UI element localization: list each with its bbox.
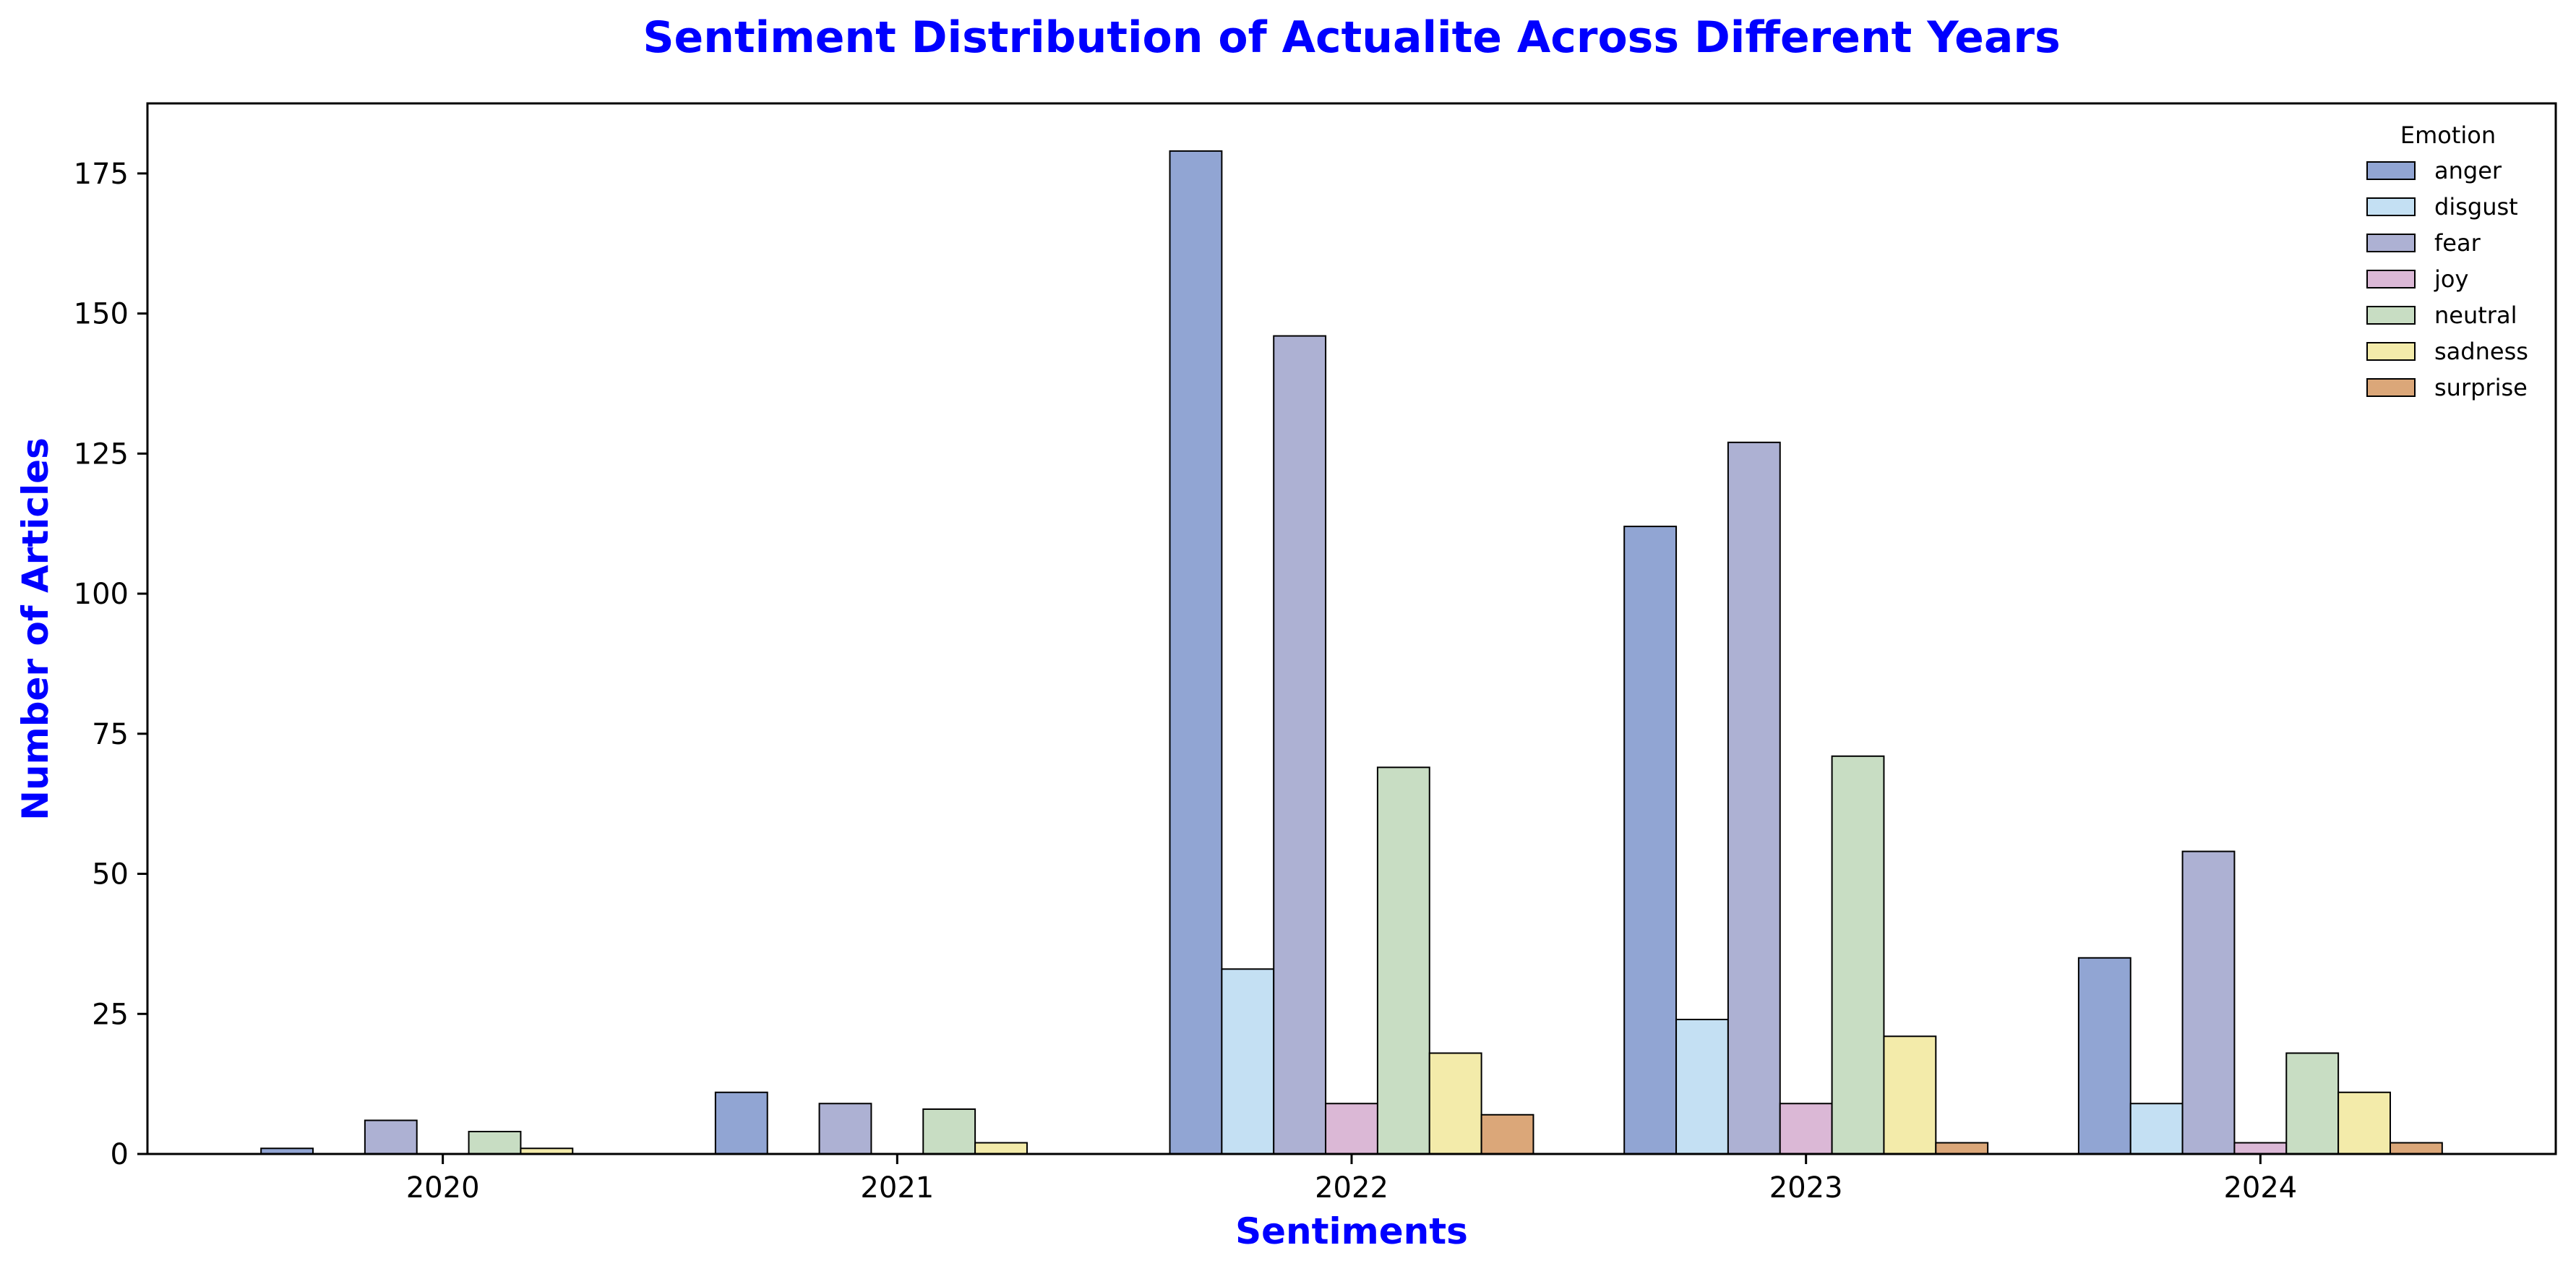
bar-sadness-2021 [974, 1142, 1028, 1155]
bar-anger-2023 [1623, 526, 1678, 1155]
legend-label-disgust: disgust [2434, 193, 2518, 221]
legend-title: Emotion [2400, 121, 2496, 149]
bar-anger-2021 [714, 1091, 768, 1155]
legend-label-neutral: neutral [2434, 302, 2517, 329]
x-axis-label: Sentiments [1235, 1210, 1468, 1252]
y-axis-label: Number of Articles [14, 437, 56, 821]
bar-sadness-2023 [1883, 1035, 1937, 1155]
bar-fear-2020 [364, 1119, 418, 1155]
bar-neutral-2020 [468, 1131, 522, 1155]
x-tick-label: 2022 [1315, 1171, 1388, 1205]
legend-swatch-disgust [2366, 197, 2416, 216]
bar-surprise-2023 [1935, 1142, 1989, 1155]
axes-layer: 0 25 50 75 100 125 150 175 2020 2021 2022 2023 2024 [74, 102, 2557, 1205]
legend-label-fear: fear [2434, 229, 2481, 257]
y-tick-label: 25 [92, 998, 129, 1031]
legend-swatch-fear [2366, 234, 2416, 252]
bar-joy-2024 [2233, 1142, 2288, 1155]
x-tick-label: 2024 [2223, 1171, 2297, 1205]
bar-disgust-2022 [1221, 968, 1275, 1155]
chart-title: Sentiment Distribution of Actualite Acro… [643, 12, 2060, 63]
bar-surprise-2022 [1480, 1113, 1534, 1155]
bar-fear-2023 [1727, 441, 1781, 1155]
y-tick-label: 150 [74, 298, 129, 331]
legend-swatch-joy [2366, 270, 2416, 288]
bar-anger-2022 [1169, 150, 1223, 1155]
bar-disgust-2024 [2129, 1103, 2184, 1155]
bar-joy-2022 [1325, 1103, 1378, 1155]
legend-swatch-sadness [2366, 342, 2416, 361]
bars-layer [260, 150, 2443, 1155]
x-tick-label: 2020 [406, 1171, 480, 1205]
y-tick-label: 125 [74, 437, 129, 471]
y-tick-label: 50 [92, 858, 129, 892]
y-tick-label: 100 [74, 578, 129, 611]
legend-swatch-neutral [2366, 306, 2416, 325]
legend-swatch-surprise [2366, 378, 2416, 397]
legend-swatch-anger [2366, 161, 2416, 180]
bar-fear-2021 [818, 1103, 872, 1155]
x-tick-label: 2023 [1769, 1171, 1843, 1205]
x-tick-label: 2021 [860, 1171, 934, 1205]
bar-sadness-2024 [2337, 1091, 2391, 1155]
y-tick-label: 175 [74, 158, 129, 191]
bar-disgust-2023 [1675, 1019, 1729, 1155]
legend: Emotion anger disgust fear joy neutral sadness… [2366, 121, 2528, 401]
bar-neutral-2021 [922, 1108, 976, 1155]
bar-anger-2024 [2077, 957, 2131, 1155]
legend-label-joy: joy [2434, 265, 2468, 293]
bar-sadness-2022 [1428, 1052, 1482, 1155]
bar-fear-2022 [1273, 335, 1327, 1155]
legend-label-surprise: surprise [2434, 374, 2528, 401]
bar-neutral-2024 [2285, 1052, 2340, 1155]
legend-label-anger: anger [2434, 157, 2502, 184]
bar-fear-2024 [2181, 850, 2236, 1155]
legend-label-sadness: sadness [2434, 338, 2528, 365]
bar-joy-2023 [1779, 1103, 1833, 1155]
y-tick-label: 75 [92, 718, 129, 751]
bar-neutral-2022 [1376, 766, 1430, 1155]
bar-neutral-2023 [1831, 755, 1885, 1155]
bar-surprise-2024 [2389, 1142, 2443, 1155]
y-tick-label: 0 [111, 1138, 129, 1171]
